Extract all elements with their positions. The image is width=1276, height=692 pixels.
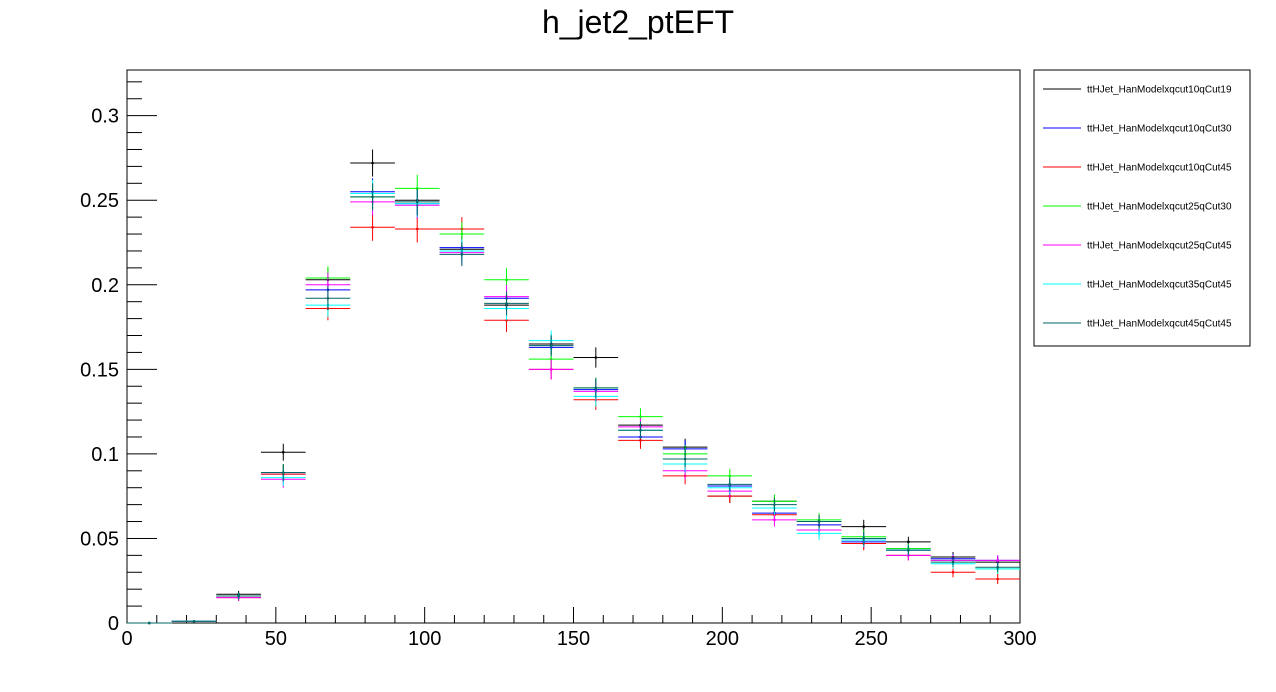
legend-item: ttHJet_HanModelxqcut10qCut45 [1043,163,1232,174]
legend-label: ttHJet_HanModelxqcut25qCut30 [1087,202,1232,213]
data-point [907,540,910,544]
chart-title: h_jet2_ptEFT [542,4,734,40]
data-point [862,537,866,540]
series-6 [127,179,1020,625]
x-tick-label: 100 [408,628,441,650]
x-tick-label: 250 [854,628,887,650]
legend-box [1033,69,1251,347]
y-tick-label: 0 [108,613,119,635]
data-point [951,570,955,574]
series-5 [127,188,1020,625]
legend-item: ttHJet_HanModelxqcut10qCut19 [1043,85,1232,96]
data-point [907,548,910,552]
data-point [549,344,553,347]
data-point [460,253,464,256]
y-tick-label: 0.25 [80,190,119,212]
y-tick-label: 0.05 [80,528,119,550]
legend-item: ttHJet_HanModelxqcut25qCut30 [1043,202,1232,213]
data-point [728,474,732,478]
legend-label: ttHJet_HanModelxqcut10qCut45 [1087,163,1232,174]
x-tick-label: 50 [265,628,287,650]
legend-item: ttHJet_HanModelxqcut25qCut45 [1043,241,1232,252]
x-tick-label: 0 [121,628,132,650]
series-3 [127,213,1020,625]
legend-label: ttHJet_HanModelxqcut35qCut45 [1087,280,1232,291]
data-point [326,297,330,300]
x-tick-label: 150 [557,628,590,650]
legend-item: ttHJet_HanModelxqcut35qCut45 [1043,280,1232,291]
legend-label: ttHJet_HanModelxqcut25qCut45 [1087,241,1232,252]
data-point [505,302,508,305]
data-point [683,457,687,461]
y-tick-label: 0.15 [80,359,119,381]
data-point [639,415,642,418]
data-point [817,532,821,535]
data-point [148,621,151,625]
data-point [817,520,821,523]
data-point [996,565,999,569]
data-point [951,560,955,564]
data-point [728,483,732,486]
x-tick-label: 300 [1003,628,1036,650]
y-tick-label: 0.3 [91,106,119,128]
data-point [862,525,866,528]
legend-item: ttHJet_HanModelxqcut45qCut45 [1043,319,1232,330]
data-point [371,195,374,199]
data-point [281,471,285,474]
data-point [281,450,285,454]
data-point [594,356,598,359]
y-tick-label: 0.1 [91,444,119,466]
data-point [371,225,374,229]
data-point [326,283,330,287]
data-point [237,594,240,598]
series-2 [127,178,1020,625]
y-tick-label: 0.2 [91,275,119,297]
data-point [192,620,196,623]
legend-label: ttHJet_HanModelxqcut45qCut45 [1087,319,1232,330]
series-layer [127,149,1020,625]
data-point [996,559,999,562]
data-point [594,386,598,390]
series-1 [127,149,1020,625]
data-point [415,227,419,231]
data-point [996,577,999,581]
data-point [639,439,642,442]
axes: 0 50 100 150 200 250 300 0 0.05 0.1 0.15 0.2 0.25 0.3 [80,81,1037,650]
data-point [639,428,642,432]
data-point [773,518,776,522]
legend-label: ttHJet_HanModelxqcut10qCut30 [1087,124,1232,135]
data-point [460,232,464,236]
data-point [549,368,553,371]
data-point [371,161,374,165]
legend-item: ttHJet_HanModelxqcut10qCut30 [1043,124,1232,135]
data-point [505,278,508,282]
legend-label: ttHJet_HanModelxqcut10qCut19 [1087,85,1232,96]
data-point [415,200,419,204]
series-7 [127,183,1020,625]
legend: ttHJet_HanModelxqcut10qCut19 ttHJet_HanMo… [1043,85,1232,330]
data-point [773,503,776,506]
x-tick-label: 200 [706,628,739,650]
